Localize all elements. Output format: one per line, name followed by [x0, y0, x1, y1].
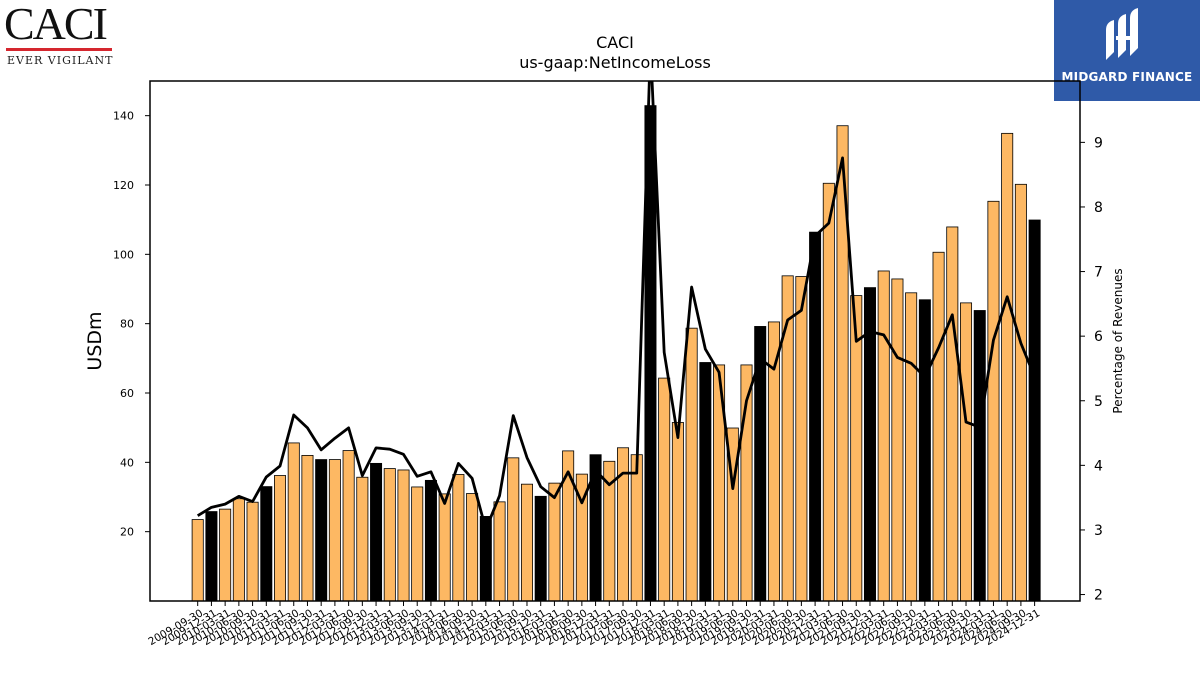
y2-axis-label: Percentage of Revenues [1111, 268, 1125, 413]
bar-2017-12-31 [644, 105, 657, 601]
bar-2015-09-30 [520, 483, 533, 601]
chart-title: CACI [596, 33, 634, 52]
bar-2022-09-30 [905, 292, 918, 601]
bar-2011-12-31 [315, 459, 328, 601]
bar-2023-06-30 [946, 226, 959, 601]
bar-2014-09-30 [466, 493, 479, 601]
bar-2010-12-31 [260, 486, 273, 601]
bar-2013-06-30 [397, 469, 410, 601]
bar-2021-09-30 [850, 295, 863, 601]
y-tick-label: 100 [113, 248, 134, 261]
y2-tick-label: 8 [1094, 200, 1103, 216]
bar-2019-12-31 [754, 326, 767, 601]
caci-logo-text: CACI [4, 0, 108, 49]
midgard-mark-icon [1106, 8, 1138, 60]
bar-2012-06-30 [342, 450, 355, 601]
bar-2015-06-30 [507, 457, 520, 601]
y2-tick-label: 6 [1094, 329, 1103, 345]
bar-2024-06-30 [1001, 132, 1014, 601]
bar-2023-03-31 [932, 251, 945, 601]
chart-subtitle: us-gaap:NetIncomeLoss [519, 53, 711, 72]
bar-2014-06-30 [452, 474, 465, 601]
y-axis-label: USDm [84, 311, 106, 370]
bar-2010-09-30 [246, 501, 259, 601]
bar-2024-03-31 [987, 200, 1000, 601]
bar-2010-06-30 [232, 498, 245, 601]
bar-2011-09-30 [301, 454, 314, 601]
bar-2015-12-31 [534, 495, 547, 601]
bar-2011-03-31 [274, 475, 287, 601]
bar-2012-12-31 [370, 462, 383, 601]
y2-tick-label: 7 [1094, 265, 1103, 281]
y-tick-label: 120 [113, 179, 134, 192]
y-tick-label: 20 [120, 526, 134, 539]
bar-2020-12-31 [809, 231, 822, 601]
bar-2013-09-30 [411, 486, 424, 601]
bar-2017-06-30 [617, 447, 630, 601]
y-tick-label: 80 [120, 318, 134, 331]
bar-2016-03-31 [548, 482, 561, 601]
line-series [196, 81, 1036, 531]
y-axis-left: 20 40 60 80 100 120 140 [113, 110, 150, 539]
bar-2019-06-30 [726, 427, 739, 601]
bar-2020-03-31 [767, 321, 780, 601]
revenue-percentage-line [196, 81, 1036, 531]
bar-2018-06-30 [671, 422, 684, 601]
bar-series [191, 105, 1041, 601]
caci-logo: CACI EVER VIGILANT [4, 0, 114, 68]
bar-2013-03-31 [383, 468, 396, 601]
bar-2021-03-31 [822, 182, 835, 601]
bar-2018-09-30 [685, 327, 698, 601]
y-tick-label: 140 [113, 110, 134, 123]
y-axis-right: 2 3 4 5 6 7 8 9 [1080, 135, 1103, 604]
bar-2015-03-31 [493, 501, 506, 601]
y2-tick-label: 2 [1094, 588, 1103, 604]
bar-2019-03-31 [713, 364, 726, 601]
bar-2023-12-31 [973, 310, 986, 601]
caci-logo-underline [6, 48, 112, 51]
bar-2021-12-31 [863, 287, 876, 601]
bar-2014-03-31 [438, 493, 451, 601]
bar-2017-03-31 [603, 460, 616, 601]
bar-2016-06-30 [562, 450, 575, 601]
bar-2022-12-31 [918, 299, 931, 601]
y-tick-label: 60 [120, 387, 134, 400]
bar-2010-03-31 [219, 508, 232, 601]
bar-2023-09-30 [960, 302, 973, 601]
bar-2018-03-31 [658, 377, 671, 601]
midgard-logo-text: MIDGARD FINANCE [1061, 70, 1193, 84]
y-tick-label: 40 [120, 456, 134, 469]
bar-2011-06-30 [287, 442, 300, 601]
bar-2022-06-30 [891, 278, 904, 601]
bar-2024-09-30 [1014, 183, 1027, 601]
bar-2020-09-30 [795, 276, 808, 601]
midgard-finance-logo: MIDGARD FINANCE [1054, 0, 1200, 101]
bar-2024-12-31 [1028, 219, 1041, 601]
bar-2018-12-31 [699, 362, 712, 601]
y2-tick-label: 5 [1094, 394, 1103, 410]
plot-frame [149, 80, 1081, 602]
bar-2017-09-30 [630, 454, 643, 601]
bar-2020-06-30 [781, 275, 794, 601]
caci-logo-tagline: EVER VIGILANT [7, 54, 114, 67]
bar-2012-03-31 [328, 459, 341, 601]
x-axis: 2009-09-302009-12-312010-03-312010-06-30… [146, 601, 1042, 648]
y2-tick-label: 9 [1094, 135, 1103, 151]
bar-2021-06-30 [836, 125, 849, 601]
bar-2022-03-31 [877, 270, 890, 601]
bar-2012-09-30 [356, 476, 369, 601]
y2-tick-label: 4 [1094, 458, 1103, 474]
bar-2019-09-30 [740, 364, 753, 601]
bar-2013-12-31 [424, 479, 437, 601]
y2-tick-label: 3 [1094, 523, 1103, 539]
bar-2009-09-30 [191, 519, 204, 601]
bar-2009-12-31 [205, 511, 218, 601]
